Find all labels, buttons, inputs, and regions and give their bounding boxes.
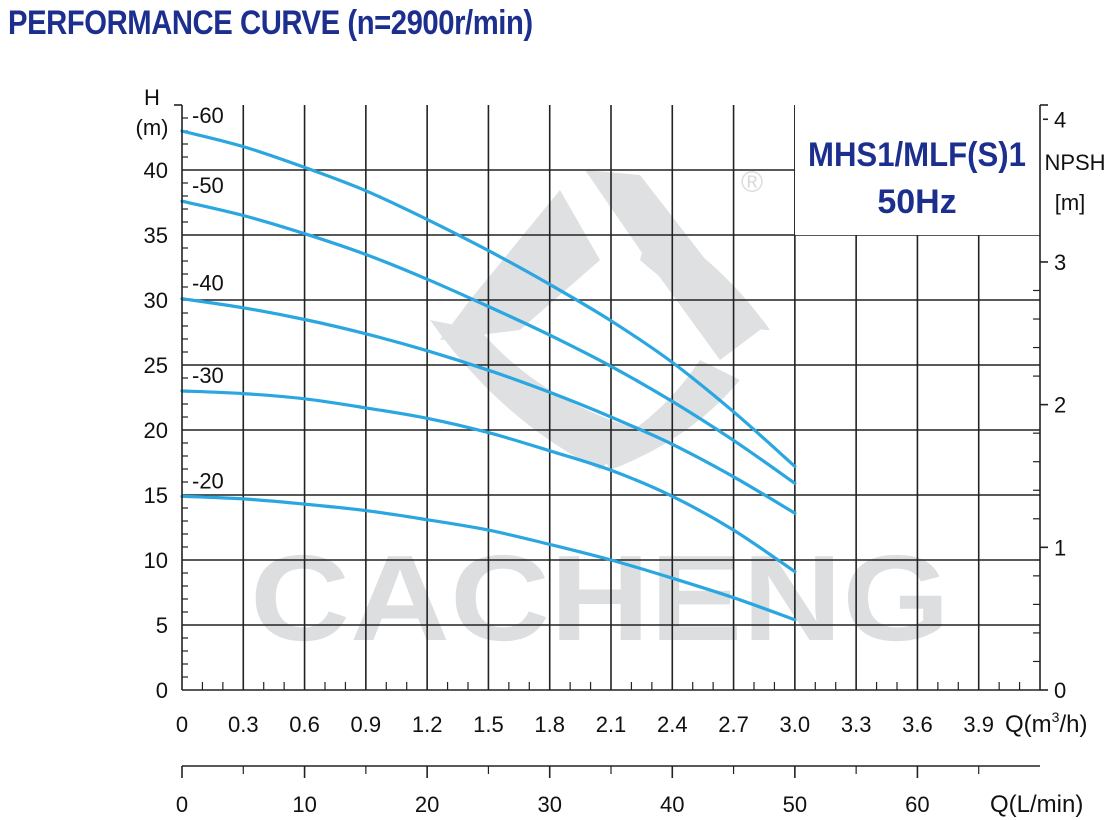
left-axis-title-h: H [144,85,160,110]
watermark-layer: CACHENG [250,170,950,666]
left-tick-label: 15 [144,483,168,508]
left-tick-label: 40 [144,158,168,183]
model-name: MHS1/MLF(S)1 [808,136,1026,174]
plot-frame [174,104,1048,767]
left-tick-label: 10 [144,548,168,573]
registered-mark: ® [741,166,763,199]
right-tick-label: 1 [1054,535,1066,560]
x-axis-title-lmin: Q(L/min) [990,791,1083,818]
performance-curve [180,297,797,515]
watermark-text: CACHENG [250,530,950,666]
x-tick-label-m3h: 1.2 [412,712,443,737]
right-axis-title-unit: [m] [1055,190,1086,215]
x-tick-label-lmin: 50 [783,792,807,817]
x-tick-label-m3h: 0 [176,712,188,737]
x-tick-label-m3h: 0.6 [289,712,320,737]
performance-curve [180,199,797,485]
model-frequency: 50Hz [877,183,956,221]
x-tick-label-lmin: 0 [176,792,188,817]
x-tick-label-m3h: 3.3 [841,712,872,737]
left-tick-label: 5 [156,613,168,638]
x-tick-label-m3h: 1.8 [534,712,565,737]
curve-label: -30 [192,363,224,388]
x-tick-label-m3h: 2.7 [718,712,749,737]
left-axis-title-unit: (m) [136,115,169,140]
right-axis-title-npsh: NPSH [1044,150,1105,175]
model-box-background [795,105,1043,235]
x-tick-label-lmin: 60 [905,792,929,817]
x-tick-label-lmin: 20 [415,792,439,817]
x-axis-title-m3h-end: /h) [1059,711,1087,738]
left-tick-label: 25 [144,353,168,378]
curve-label: -50 [192,173,224,198]
x-axis-title-m3h-main: Q(m [1005,711,1052,738]
right-tick-label: 0 [1054,678,1066,703]
x-tick-label-m3h: 2.1 [596,712,627,737]
curves: -60 -50 -40 -30 -20 [180,103,797,622]
x-axis-title-m3h-sup: 3 [1052,709,1060,725]
x-tick-label-m3h: 3.0 [780,712,811,737]
right-tick-label: 4 [1054,107,1066,132]
performance-curve [180,129,797,468]
x-tick-label-m3h: 1.5 [473,712,504,737]
right-tick-label: 3 [1054,250,1066,275]
x-tick-label-m3h: 2.4 [657,712,688,737]
x-tick-label-m3h: 3.6 [902,712,933,737]
left-tick-label: 35 [144,223,168,248]
x-tick-label-lmin: 40 [660,792,684,817]
curve-label: -40 [192,271,224,296]
x-tick-label-m3h: 3.9 [963,712,994,737]
x-tick-label-lmin: 10 [292,792,316,817]
curve-label: -60 [192,103,224,128]
x-tick-label-m3h: 0.3 [228,712,259,737]
x-axis-title-m3h: Q(m3/h) [1005,709,1087,738]
performance-curve [180,494,797,622]
right-tick-label: 2 [1054,393,1066,418]
curve-label: -20 [192,468,224,493]
page-title: PERFORMANCE CURVE (n=2900r/min) [8,4,533,42]
watermark-logo-icon [430,170,770,470]
x-tick-label-lmin: 30 [537,792,561,817]
performance-curve [180,389,797,574]
left-tick-label: 0 [156,678,168,703]
left-tick-label: 30 [144,288,168,313]
left-tick-label: 20 [144,418,168,443]
x-tick-label-m3h: 0.9 [351,712,382,737]
